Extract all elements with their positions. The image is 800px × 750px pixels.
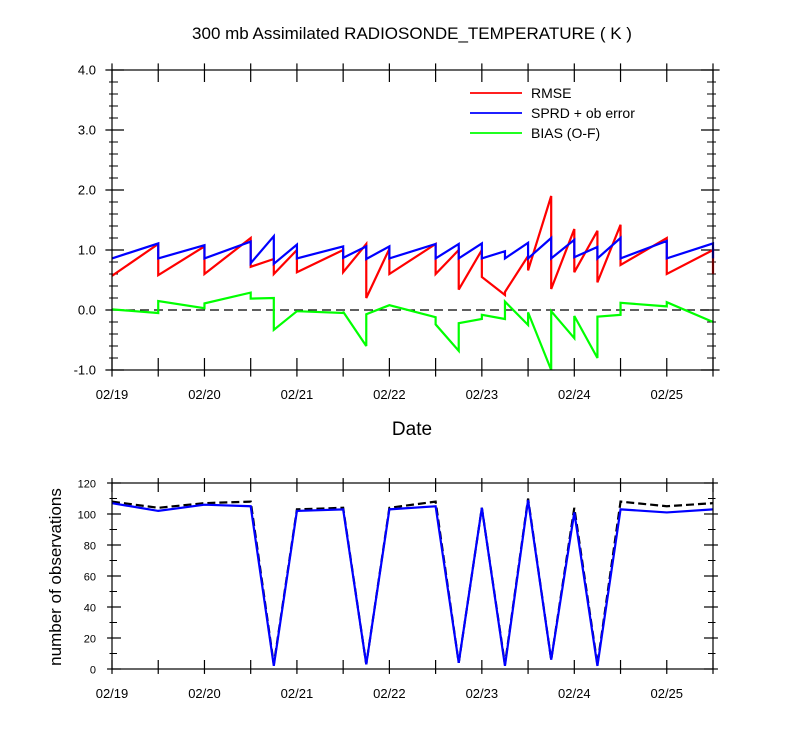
bottom-series-group: [111, 498, 714, 667]
x-tick-label: 02/25: [650, 387, 683, 402]
x-tick-label: 02/23: [466, 686, 499, 701]
bottom-plot-frame: [111, 482, 714, 670]
x-tick-label: 02/23: [466, 387, 499, 402]
series-line-possible: [111, 498, 714, 665]
x-tick-label: 02/24: [558, 686, 591, 701]
x-tick-label: 02/19: [96, 686, 129, 701]
x-tick-label: 02/20: [188, 686, 221, 701]
x-tick-label: 02/22: [373, 686, 406, 701]
y-tick-label: 60: [84, 572, 96, 584]
top-plot-frame: [111, 69, 714, 371]
x-tick-label: 02/22: [373, 387, 406, 402]
series-line-bias-o-f: [111, 291, 714, 371]
y-tick-label: 4.0: [78, 63, 96, 78]
y-tick-label: 2.0: [78, 183, 96, 198]
x-tick-label: 02/25: [650, 686, 683, 701]
y-tick-label: 40: [84, 603, 96, 615]
series-line-sprd-ob-error: [111, 233, 715, 267]
y-tick-label: 120: [78, 479, 96, 491]
legend-label: RMSE: [531, 85, 571, 101]
y-tick-label: -1.0: [74, 363, 96, 378]
y-tick-label: 0: [90, 665, 96, 677]
series-line-assimilated: [111, 499, 714, 667]
legend-label: BIAS (O-F): [531, 125, 600, 141]
y-axis-label: number of observations: [46, 488, 65, 666]
x-tick-label: 02/19: [96, 387, 129, 402]
top-series-group: [111, 195, 715, 371]
top-axes-ticks: 02/19 02/20 02/21 02/22 02/23 02/24 02/25 -1.0 0…: [74, 63, 720, 402]
y-tick-label: 3.0: [78, 123, 96, 138]
x-tick-label: 02/24: [558, 387, 591, 402]
x-axis-label: Date: [392, 419, 432, 440]
y-tick-label: 1.0: [78, 243, 96, 258]
legend-label: SPRD + ob error: [531, 105, 635, 121]
x-tick-label: 02/21: [281, 387, 314, 402]
y-tick-label: 0.0: [78, 303, 96, 318]
x-tick-label: 02/21: [281, 686, 314, 701]
bottom-axes-ticks: 02/19 02/20 02/21 02/22 02/23 02/24 02/25 0 20 40…: [78, 478, 718, 701]
legend: RMSE SPRD + ob error BIAS (O-F): [470, 85, 635, 141]
y-tick-label: 100: [78, 510, 96, 522]
x-tick-label: 02/20: [188, 387, 221, 402]
chart-title: 300 mb Assimilated RADIOSONDE_TEMPERATUR…: [192, 24, 632, 43]
y-tick-label: 80: [84, 541, 96, 553]
y-tick-label: 20: [84, 634, 96, 646]
